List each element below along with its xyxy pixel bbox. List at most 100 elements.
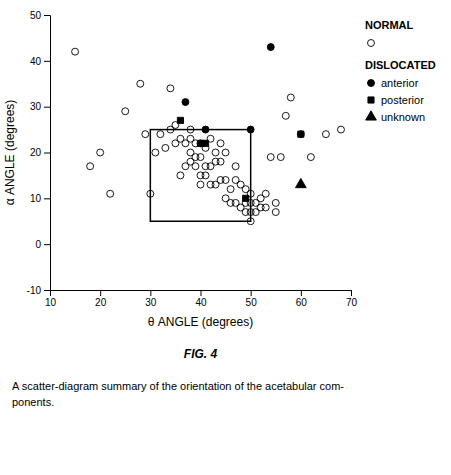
tick-label: 20	[30, 147, 42, 158]
point	[142, 131, 149, 138]
tick: 60	[296, 290, 308, 308]
point	[187, 126, 194, 133]
caption: ponents.	[12, 396, 54, 408]
tick-mark	[44, 244, 50, 245]
tick-mark	[44, 61, 50, 62]
tick: 40	[195, 290, 207, 308]
tick: 50	[246, 290, 258, 308]
tick-mark	[150, 290, 151, 296]
tick-mark	[44, 153, 50, 154]
point	[337, 126, 344, 133]
tick-label: 20	[95, 297, 107, 308]
tick-mark	[301, 290, 302, 296]
tick-label: 70	[346, 297, 358, 308]
legend-symbol	[368, 80, 375, 87]
marks	[72, 44, 345, 225]
tick: 50	[30, 10, 50, 21]
tick-label: 10	[45, 297, 57, 308]
point	[107, 190, 114, 197]
point	[122, 108, 129, 115]
point	[297, 131, 304, 138]
point	[72, 48, 79, 55]
point	[232, 163, 239, 170]
point	[217, 140, 224, 147]
point	[137, 80, 144, 87]
point	[295, 178, 306, 187]
series	[295, 178, 306, 187]
legend-entry: unknown	[381, 111, 425, 123]
point	[272, 199, 279, 206]
tick: 30	[145, 290, 157, 308]
tick-mark	[44, 15, 50, 16]
tick-label: 40	[195, 297, 207, 308]
point	[272, 209, 279, 216]
point	[202, 172, 209, 179]
point	[267, 154, 274, 161]
chart: 10203040506070-1001020304050θ ANGLE (deg…	[0, 0, 451, 475]
y-axis: -10 0 10 20 30 40 50	[27, 10, 51, 296]
tick: 30	[30, 101, 50, 112]
series	[177, 117, 304, 201]
tick: 20	[30, 147, 50, 158]
tick: 10	[45, 290, 57, 308]
point	[222, 177, 229, 184]
tick: 10	[30, 193, 50, 204]
legend-symbol	[368, 40, 375, 47]
point	[282, 112, 289, 119]
tick-label: 50	[30, 10, 42, 21]
point	[243, 195, 249, 201]
tick-label: -10	[27, 285, 42, 296]
y-axis-title: α ANGLE (degrees)	[3, 100, 17, 206]
tick-label: 40	[30, 56, 42, 67]
legend-entry: anterior	[381, 77, 419, 89]
legend-entry: NORMAL	[365, 19, 414, 31]
point	[162, 144, 169, 151]
legend-symbol	[368, 97, 374, 103]
point	[152, 149, 159, 156]
tick-mark	[44, 107, 50, 108]
figure-label: FIG. 4	[184, 347, 218, 361]
point	[217, 158, 224, 165]
point	[222, 149, 229, 156]
x-axis-line	[51, 291, 352, 297]
tick: 20	[95, 290, 107, 308]
legend-symbol	[366, 111, 377, 120]
tick-mark	[44, 290, 50, 291]
point	[307, 154, 314, 161]
tick: 0	[35, 239, 50, 250]
point	[277, 154, 284, 161]
tick-mark	[201, 290, 202, 296]
point	[197, 181, 204, 188]
plot: 10203040506070-1001020304050θ ANGLE (deg…	[3, 10, 357, 329]
tick-mark	[251, 290, 252, 296]
tick: 70	[346, 290, 358, 308]
tick-label: 30	[30, 101, 42, 112]
legend-heading: DISLOCATED	[365, 59, 436, 71]
tick-label: 60	[296, 297, 308, 308]
legend-entry: posterior	[381, 94, 424, 106]
tick-label: 0	[35, 239, 41, 250]
point	[182, 99, 189, 106]
point	[247, 218, 254, 225]
tick-mark	[351, 290, 352, 296]
point	[177, 117, 183, 123]
series	[182, 44, 274, 133]
caption: A scatter-diagram summary of the orienta…	[12, 380, 344, 392]
tick: 40	[30, 56, 50, 67]
tick-label: 10	[30, 193, 42, 204]
tick: -10	[27, 285, 50, 296]
point	[87, 163, 94, 170]
point	[192, 163, 199, 170]
point	[298, 131, 304, 137]
point	[212, 149, 219, 156]
point	[247, 126, 254, 133]
legend: NORMAL DISLOCATED anterior posterior unknown	[365, 19, 436, 123]
tick-mark	[44, 198, 50, 199]
point	[267, 44, 274, 51]
point	[157, 131, 164, 138]
point	[202, 126, 209, 133]
series	[72, 48, 345, 225]
tick-label: 50	[246, 297, 258, 308]
y-axis-line	[44, 16, 51, 291]
tick-label: 30	[145, 297, 157, 308]
